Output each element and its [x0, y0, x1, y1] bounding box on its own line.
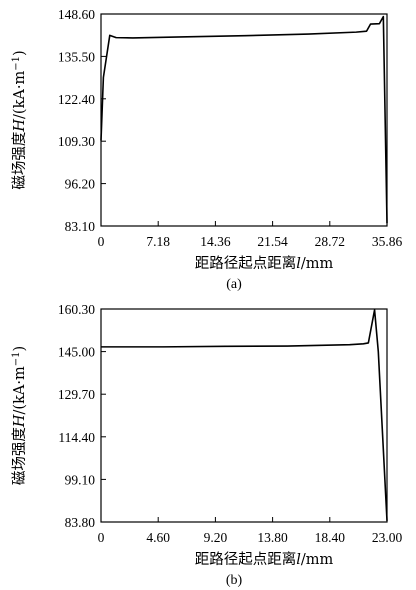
y-tick-label: 145.00 — [58, 345, 95, 360]
y-label-exp: −1 — [11, 352, 22, 367]
y-tick-label: 129.70 — [58, 387, 95, 402]
x-tick-label: 23.00 — [372, 530, 403, 545]
x-tick-label: 9.20 — [204, 530, 228, 545]
chart-a: 0 7.18 14.36 21.54 28.72 35.86 83.10 96.20 109.3… — [11, 7, 403, 292]
plot-frame-a — [100, 13, 388, 227]
y-label-exp: −1 — [11, 56, 22, 71]
x-tick-label: 13.80 — [257, 530, 288, 545]
x-label-unit: /mm — [301, 256, 334, 272]
x-tick-label: 35.86 — [372, 234, 403, 249]
y-tick-label: 114.40 — [58, 430, 95, 445]
x-tick-label: 4.60 — [146, 530, 170, 545]
y-label-unit: /(kA·m — [12, 366, 28, 414]
y-tick-label: 83.10 — [65, 219, 96, 234]
x-tick-label: 0 — [98, 530, 105, 545]
x-label-unit: /mm — [301, 552, 334, 568]
y-label-prefix: 磁场强度 — [11, 427, 28, 485]
chart-b: 0 4.60 9.20 13.80 18.40 23.00 83.80 99.10 114.40… — [11, 302, 403, 588]
x-tick-label: 21.54 — [257, 234, 288, 249]
y-label-var: H — [12, 119, 28, 133]
panel-label-a: (a) — [226, 277, 242, 292]
y-label-close: ) — [12, 50, 28, 56]
series-line-b — [101, 309, 388, 521]
y-tick-label: 96.20 — [65, 177, 96, 192]
x-axis-label-b: 距路径起点距离l/mm — [195, 551, 334, 568]
y-label-unit: /(kA·m — [12, 71, 28, 119]
y-axis-label-b: 磁场强度H/(kA·m−1) — [11, 346, 29, 485]
x-tick-label: 28.72 — [315, 234, 345, 249]
y-tick-label: 148.60 — [58, 7, 95, 22]
x-label-prefix: 距路径起点距离 — [195, 255, 297, 272]
ticks-a: 0 7.18 14.36 21.54 28.72 35.86 83.10 96.20 109.3… — [58, 7, 403, 249]
y-tick-label: 135.50 — [58, 49, 95, 64]
y-label-close: ) — [12, 346, 28, 352]
x-label-var: l — [296, 256, 301, 272]
x-tick-label: 18.40 — [315, 530, 346, 545]
ticks-b: 0 4.60 9.20 13.80 18.40 23.00 83.80 99.10 114.40… — [58, 302, 403, 545]
panel-label-b: (b) — [226, 573, 243, 588]
x-tick-label: 7.18 — [146, 234, 170, 249]
x-label-prefix: 距路径起点距离 — [195, 551, 297, 568]
y-label-var: H — [12, 414, 28, 428]
y-tick-label: 99.10 — [65, 472, 96, 487]
x-label-var: l — [296, 552, 301, 568]
y-tick-label: 109.30 — [58, 134, 95, 149]
y-axis-label-a: 磁场强度H/(kA·m−1) — [11, 50, 29, 189]
y-tick-label: 122.40 — [58, 92, 95, 107]
x-axis-label-a: 距路径起点距离l/mm — [195, 255, 334, 272]
y-tick-label: 160.30 — [58, 302, 95, 317]
series-line-a — [100, 15, 388, 224]
plot-frame-b — [100, 308, 388, 523]
y-tick-label: 83.80 — [65, 515, 96, 530]
y-label-prefix: 磁场强度 — [11, 132, 28, 190]
x-tick-label: 0 — [98, 234, 105, 249]
x-tick-label: 14.36 — [200, 234, 231, 249]
